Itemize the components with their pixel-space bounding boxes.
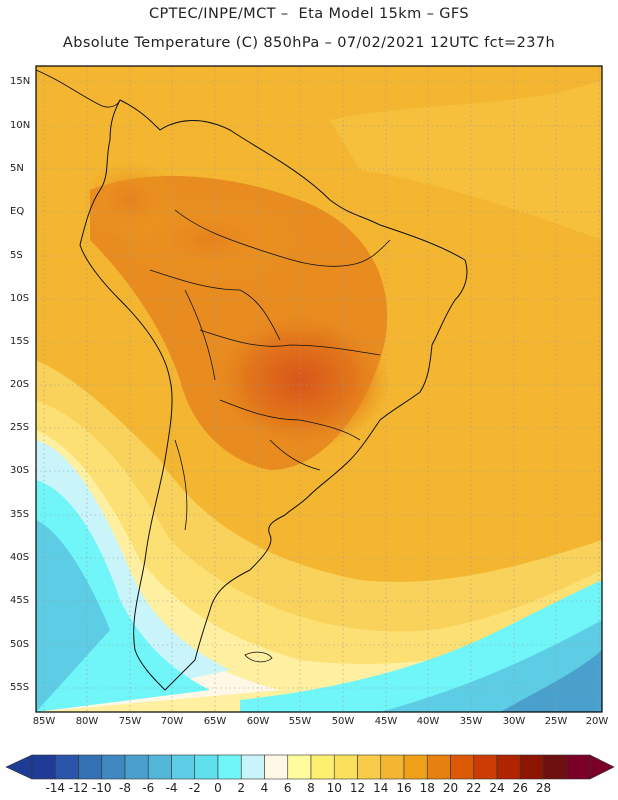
colorbar-swatch [426, 754, 451, 780]
colorbar-swatch [333, 754, 358, 780]
colorbar-tick-label: 8 [307, 781, 315, 795]
lon-label: 45W [374, 716, 398, 727]
colorbar-tick-label: 22 [466, 781, 482, 795]
lon-label: 30W [502, 716, 526, 727]
lat-label: EQ [10, 206, 25, 217]
colorbar-under-arrow [5, 754, 33, 780]
lon-label: 85W [32, 716, 56, 727]
colorbar-tick-label: 14 [373, 781, 389, 795]
lon-label: 25W [544, 716, 568, 727]
colorbar-swatch [403, 754, 428, 780]
lat-label: 5S [10, 250, 23, 261]
colorbar-swatch [310, 754, 335, 780]
colorbar-tick-label: 28 [535, 781, 552, 795]
field-shading [36, 66, 602, 712]
colorbar-tick-label: -12 [68, 781, 89, 795]
colorbar-over-arrow [589, 754, 615, 780]
colorbar-swatch [217, 754, 242, 780]
lon-label: 35W [459, 716, 483, 727]
colorbar-tick-label: 20 [442, 781, 459, 795]
coastline [79, 99, 468, 691]
colorbar-swatch [54, 754, 79, 780]
colorbar-tick-label: 6 [283, 781, 292, 795]
colorbar-swatch [473, 754, 498, 780]
lon-label: 65W [203, 716, 227, 727]
colorbar-swatch [519, 754, 544, 780]
lon-label: 60W [246, 716, 270, 727]
colorbar-tick-label: 10 [326, 781, 342, 795]
lat-label: 15N [10, 76, 31, 87]
colorbar-swatch [31, 754, 56, 780]
colorbar-tick-label: 24 [489, 781, 505, 795]
colorbar-tick-label: 16 [396, 781, 412, 795]
lat-label: 45S [10, 595, 30, 606]
lon-label: 80W [75, 716, 99, 727]
colorbar-swatch [264, 754, 289, 780]
colorbar-swatch [357, 754, 382, 780]
colorbar-tick-label: -2 [188, 781, 201, 795]
map-frame [35, 65, 603, 713]
colorbar-swatch [101, 754, 126, 780]
colorbar [5, 754, 615, 780]
lon-label: 55W [288, 716, 312, 727]
colorbar-swatch [78, 754, 103, 780]
lat-label: 15S [10, 336, 30, 347]
map-title-line-1: CPTEC/INPE/MCT – Eta Model 15km – GFS [148, 6, 470, 22]
colorbar-swatch [496, 754, 521, 780]
colorbar-tick-label: 18 [419, 781, 435, 795]
colorbar-tick-label: -8 [119, 781, 131, 795]
colorbar-tick-label: -10 [91, 781, 112, 795]
lat-label: 5N [10, 163, 24, 174]
colorbar-swatch [287, 754, 312, 780]
lon-label: 50W [331, 716, 355, 727]
colorbar-swatch [147, 754, 172, 780]
lon-label: 70W [160, 716, 184, 727]
colorbar-swatch [380, 754, 405, 780]
colorbar-tick-label: 2 [237, 781, 246, 795]
colorbar-tick-label: -4 [165, 781, 178, 795]
colorbar-swatch [566, 754, 591, 780]
lat-label: 10N [10, 120, 31, 131]
lat-label: 30S [10, 465, 30, 476]
lat-label: 35S [10, 509, 30, 520]
colorbar-swatch [124, 754, 149, 780]
colorbar-tick-label: -14 [45, 781, 66, 795]
lon-label: 75W [118, 716, 142, 727]
lat-label: 40S [10, 552, 30, 563]
colorbar-tick-label: 26 [512, 781, 528, 795]
colorbar-swatch [543, 754, 568, 780]
lat-label: 55S [10, 682, 30, 693]
colorbar-tick-label: 12 [349, 781, 366, 795]
country-borders [149, 209, 391, 531]
lat-label: 25S [10, 422, 30, 433]
colorbar-swatch [171, 754, 196, 780]
lon-label: 20W [585, 716, 609, 727]
colorbar-tick-label: 0 [214, 781, 222, 795]
map-title-line-2: Absolute Temperature (C) 850hPa – 07/02/… [62, 35, 556, 51]
lon-label: 40W [416, 716, 440, 727]
lat-label: 20S [10, 379, 30, 390]
colorbar-tick-label: 4 [260, 781, 269, 795]
colorbar-swatch [194, 754, 219, 780]
lat-label: 10S [10, 293, 30, 304]
lat-label: 50S [10, 639, 30, 650]
colorbar-tick-label: -6 [142, 781, 155, 795]
colorbar-swatch [450, 754, 475, 780]
colorbar-swatch [240, 754, 265, 780]
